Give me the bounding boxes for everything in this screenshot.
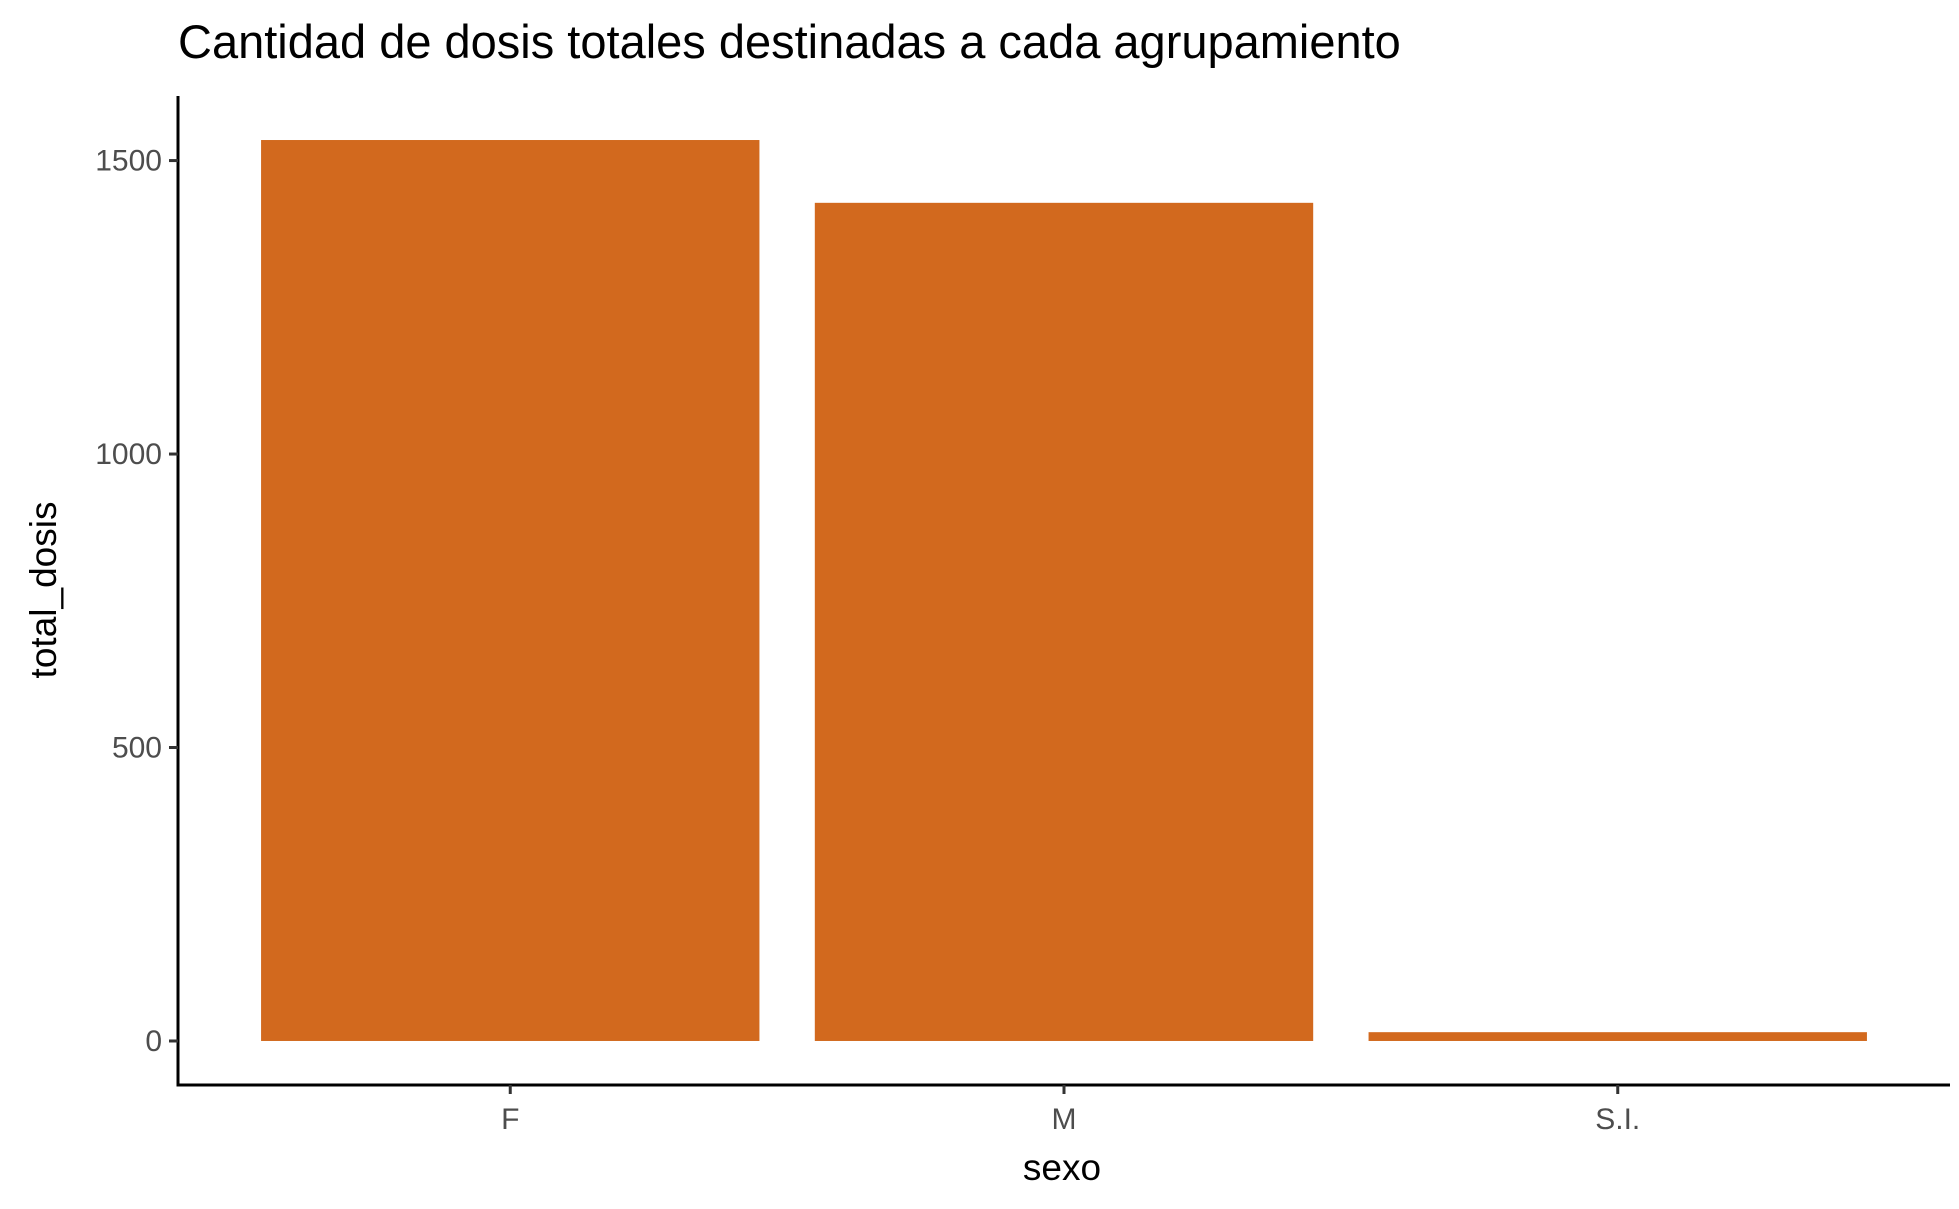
bar-s-i [1368, 1032, 1867, 1041]
y-tick-label: 1500 [95, 145, 162, 178]
chart-title: Cantidad de dosis totales destinadas a c… [178, 15, 1401, 68]
y-ticks-group: 0 500 1000 1500 [95, 145, 178, 1058]
y-tick-label: 0 [145, 1025, 162, 1058]
bar-m [814, 202, 1314, 1041]
y-tick-label: 1000 [95, 438, 162, 471]
x-tick-label: M [1052, 1103, 1077, 1136]
x-axis-title: sexo [1023, 1147, 1101, 1188]
x-tick-label: S.I. [1595, 1103, 1640, 1136]
y-tick-label: 500 [112, 732, 162, 765]
x-tick-label: F [501, 1103, 519, 1136]
bar-f [261, 140, 760, 1041]
bars-group [261, 140, 1867, 1041]
x-ticks-group: F M S.I. [501, 1085, 1640, 1136]
y-axis-title: total_dosis [23, 502, 64, 679]
